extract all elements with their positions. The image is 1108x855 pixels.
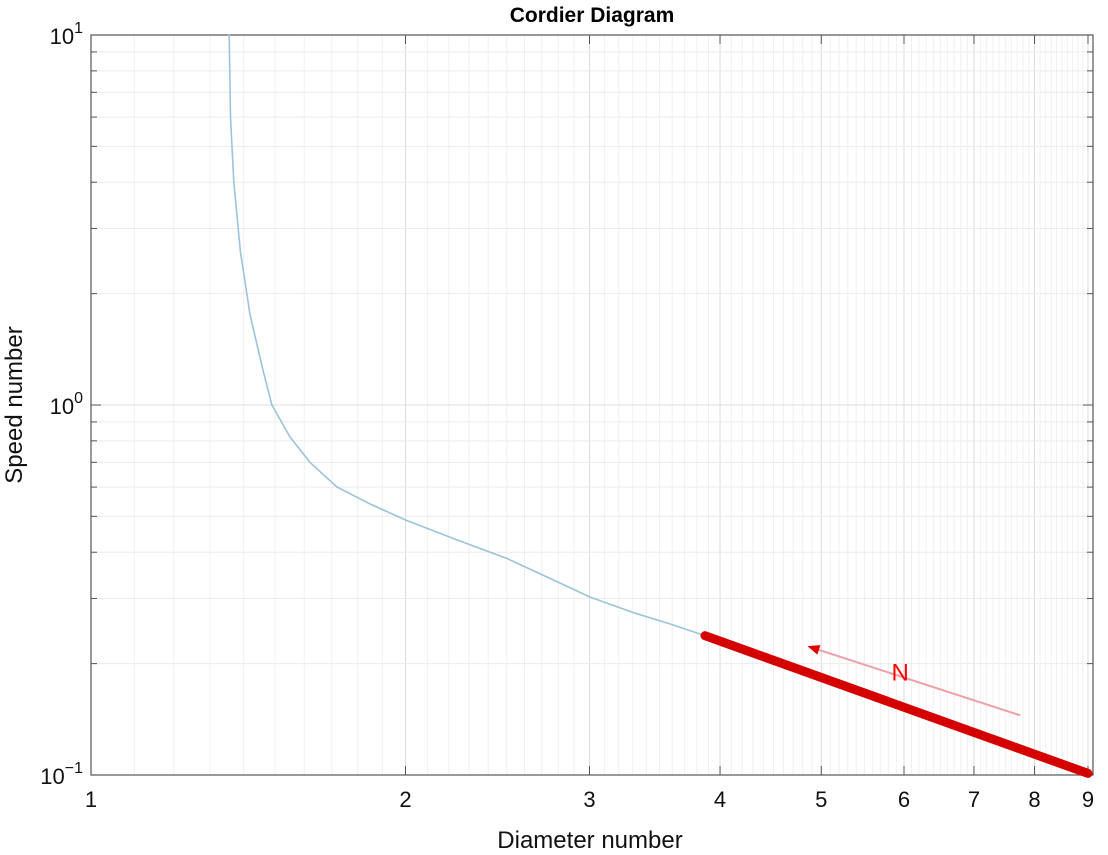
y-tick-label: 10−1 <box>40 760 83 789</box>
x-tick-label: 7 <box>968 787 980 812</box>
operating-range-line <box>700 631 1093 778</box>
annotation-label: N <box>892 660 909 687</box>
x-tick-label: 9 <box>1082 787 1094 812</box>
x-tick-label: 2 <box>399 787 411 812</box>
x-tick-labels: 1 2 3 4 5 6 7 8 9 <box>85 787 1094 812</box>
x-tick-label: 4 <box>714 787 726 812</box>
x-tick-label: 5 <box>815 787 827 812</box>
y-tick-labels: 10−1 100 101 <box>40 20 83 789</box>
arrowhead-icon <box>807 645 821 655</box>
series-group <box>228 34 1093 778</box>
annotation-arrow <box>813 647 1021 717</box>
x-tick-label: 3 <box>583 787 595 812</box>
y-tick-label: 100 <box>50 390 83 419</box>
cordier-curve <box>228 34 706 637</box>
x-tick-label: 1 <box>85 787 97 812</box>
x-axis-label: Diameter number <box>497 827 682 854</box>
x-tick-label: 6 <box>898 787 910 812</box>
axis-ticks <box>90 34 1093 776</box>
annotations: N <box>807 645 1021 717</box>
y-axis-label: Speed number <box>1 326 28 483</box>
chart-title: Cordier Diagram <box>510 4 675 27</box>
grid <box>90 34 1094 776</box>
x-tick-label: 8 <box>1028 787 1040 812</box>
y-tick-label: 101 <box>50 20 83 49</box>
